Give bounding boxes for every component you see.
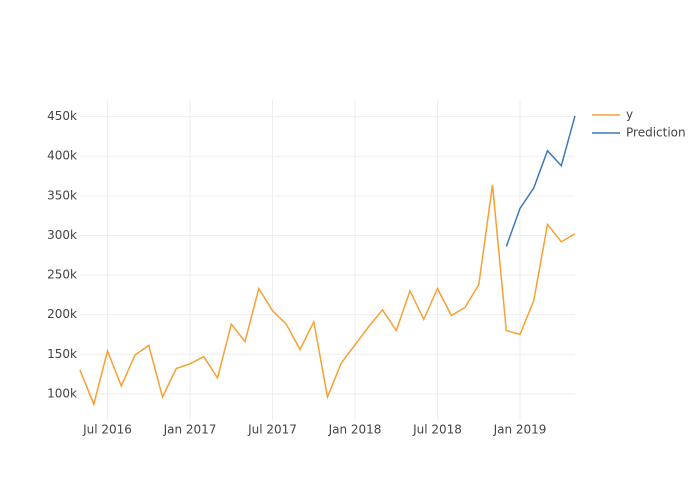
y-tick-label: 200k (47, 307, 77, 321)
series-line (79, 184, 576, 407)
y-tick-label: 100k (47, 386, 77, 400)
y-tick-label: 250k (47, 268, 77, 282)
series-line (505, 115, 576, 247)
y-tick-label: 450k (47, 109, 77, 123)
x-tick-label: Jul 2017 (247, 423, 297, 437)
y-tick-label: 150k (47, 347, 77, 361)
y-tick-label: 300k (47, 228, 77, 242)
y-tick-label: 350k (47, 188, 77, 202)
x-tick-label: Jul 2016 (82, 423, 132, 437)
x-tick-label: Jul 2018 (412, 423, 462, 437)
x-tick-label: Jan 2017 (163, 423, 217, 437)
y-tick-label: 400k (47, 149, 77, 163)
legend-label: y (626, 108, 633, 122)
legend-label: Prediction (626, 126, 686, 140)
x-tick-label: Jan 2018 (328, 423, 382, 437)
x-tick-label: Jan 2019 (493, 423, 547, 437)
